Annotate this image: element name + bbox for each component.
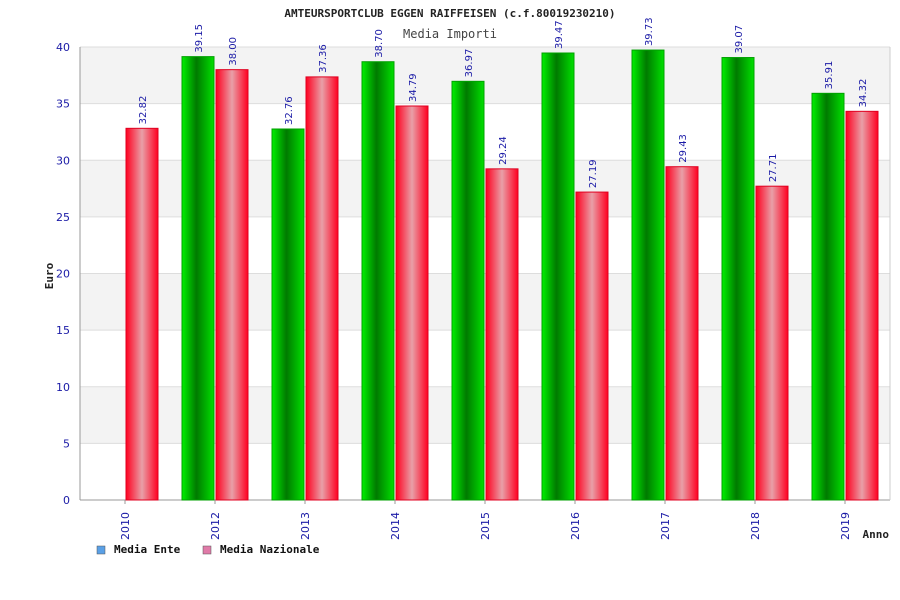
data-label-media-ente-2013: 32.76 — [284, 96, 295, 125]
legend-swatch-media-ente — [96, 545, 106, 555]
y-tick-label: 0 — [63, 494, 70, 507]
bar-media-ente-2017 — [631, 49, 665, 501]
data-label-media-ente-2014: 38.70 — [374, 29, 385, 58]
chart-subtitle: Media Importi — [403, 27, 497, 41]
bar-media-nazionale-2013 — [305, 76, 339, 501]
y-tick-label: 20 — [56, 268, 70, 281]
bar-media-nazionale-2012 — [215, 69, 249, 501]
chart-title: AMTEURSPORTCLUB EGGEN RAIFFEISEN (c.f.80… — [284, 7, 615, 20]
legend-label-media-nazionale: Media Nazionale — [220, 543, 320, 556]
data-label-media-ente-2019: 35.91 — [824, 61, 835, 90]
y-tick-label: 5 — [63, 437, 70, 450]
plot-band — [80, 330, 890, 387]
data-label-media-ente-2017: 39.73 — [644, 17, 655, 46]
data-label-media-nazionale-2018: 27.71 — [768, 154, 779, 183]
data-label-media-nazionale-2017: 29.43 — [678, 134, 689, 163]
bar-media-ente-2014 — [361, 61, 395, 501]
data-labels: 32.82 39.15 38.00 32.76 37.36 38.70 34.79 36.97… — [138, 17, 869, 188]
y-axis-label: Euro — [43, 262, 56, 289]
plot-band — [80, 47, 890, 104]
data-label-media-nazionale-2012: 38.00 — [228, 37, 239, 66]
bar-media-nazionale-2014 — [395, 105, 429, 501]
data-label-media-nazionale-2013: 37.36 — [318, 44, 329, 73]
x-tick-label: 2013 — [299, 512, 312, 540]
bars — [125, 49, 879, 501]
data-label-media-nazionale-2016: 27.19 — [588, 159, 599, 188]
bar-media-nazionale-2018 — [755, 185, 789, 501]
x-tick-label: 2016 — [569, 512, 582, 540]
x-tick-label: 2010 — [119, 512, 132, 540]
plot-band — [80, 103, 890, 161]
x-tick-label: 2012 — [209, 512, 222, 540]
bar-media-nazionale-2015 — [485, 168, 519, 501]
y-tick-label: 10 — [56, 381, 70, 394]
x-tick-label: 2015 — [479, 512, 492, 540]
y-tick-label: 40 — [56, 41, 70, 54]
data-label-media-nazionale-2014: 34.79 — [408, 73, 419, 102]
legend: Media Ente Media Nazionale — [96, 543, 320, 556]
data-label-media-ente-2018: 39.07 — [734, 25, 745, 54]
bar-media-nazionale-2016 — [575, 191, 609, 501]
bar-media-ente-2013 — [271, 128, 305, 501]
data-label-media-ente-2012: 39.15 — [194, 24, 205, 53]
x-axis-label: Anno — [863, 528, 890, 541]
data-label-media-nazionale-2019: 34.32 — [858, 79, 869, 108]
y-tick-label: 35 — [56, 98, 70, 111]
x-tick-label: 2018 — [749, 512, 762, 540]
bar-media-nazionale-2019 — [845, 110, 879, 501]
x-tick-label: 2017 — [659, 512, 672, 540]
plot-band — [80, 160, 890, 217]
legend-swatch-media-nazionale — [202, 545, 212, 555]
bar-media-ente-2019 — [811, 92, 845, 501]
plot-band — [80, 273, 890, 331]
plot-band — [80, 386, 890, 444]
x-tick-label: 2019 — [839, 512, 852, 540]
y-tick-label: 25 — [56, 211, 70, 224]
legend-label-media-ente: Media Ente — [114, 543, 181, 556]
plot-band — [80, 216, 890, 274]
bar-media-ente-2012 — [181, 56, 215, 501]
bar-media-nazionale-2010 — [125, 127, 159, 501]
plot-background — [80, 47, 890, 500]
data-label-media-nazionale-2015: 29.24 — [498, 136, 509, 165]
y-tick-label: 15 — [56, 324, 70, 337]
bar-media-nazionale-2017 — [665, 166, 699, 501]
data-label-media-nazionale-2010: 32.82 — [138, 96, 149, 125]
data-label-media-ente-2015: 36.97 — [464, 49, 475, 78]
plot-band — [80, 443, 890, 500]
x-tick-labels: 2010 2012 2013 2014 2015 2016 2017 2018 2019 — [119, 500, 852, 540]
bar-media-ente-2015 — [451, 80, 485, 501]
x-tick-label: 2014 — [389, 512, 402, 540]
y-tick-labels: 0 5 10 15 20 25 30 35 40 — [56, 41, 70, 507]
bar-media-ente-2018 — [721, 57, 755, 501]
bar-media-ente-2016 — [541, 52, 575, 501]
data-label-media-ente-2016: 39.47 — [554, 20, 565, 49]
y-tick-label: 30 — [56, 154, 70, 167]
